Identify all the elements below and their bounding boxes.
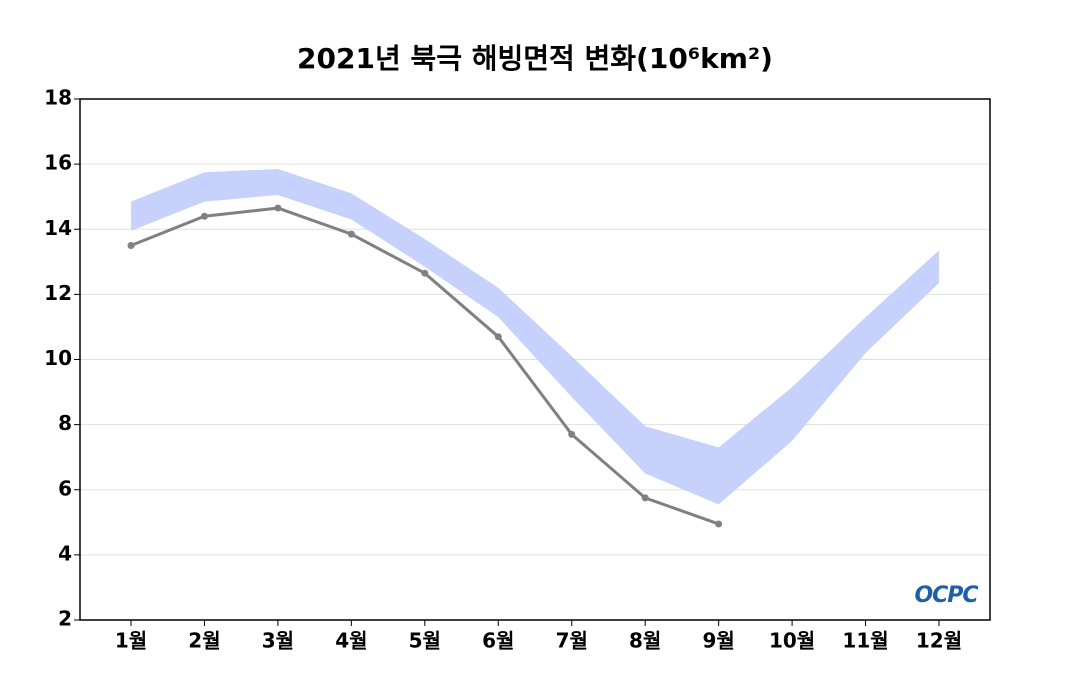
chart-title: 2021년 북극 해빙면적 변화(10⁶km²) — [297, 42, 773, 75]
plot-frame — [79, 98, 991, 621]
y-tick-label: 10 — [44, 346, 72, 370]
point — [274, 204, 282, 212]
point — [641, 494, 649, 502]
y-tick-label: 2 — [58, 607, 72, 631]
x-tick-label: 10월 — [769, 629, 815, 653]
point — [715, 520, 723, 528]
point — [568, 430, 576, 438]
x-tick-label: 8월 — [629, 629, 661, 653]
y-tick-label: 16 — [44, 151, 72, 175]
point — [347, 230, 355, 238]
x-tick-label: 3월 — [262, 629, 294, 653]
y-tick-label: 18 — [44, 86, 72, 110]
y-tick-label: 4 — [58, 541, 72, 565]
x-tick-label: 1월 — [115, 629, 147, 653]
logo: OCPC — [914, 583, 978, 608]
x-tick-label: 5월 — [409, 629, 441, 653]
y-tick-label: 6 — [58, 476, 72, 500]
x-tick-label: 12월 — [916, 629, 962, 653]
y-tick-label: 8 — [58, 411, 72, 435]
x-tick-label: 6월 — [482, 629, 514, 653]
point — [200, 212, 208, 220]
point — [494, 333, 502, 341]
x-tick-label: 7월 — [556, 629, 588, 653]
y-tick-label: 12 — [44, 281, 72, 305]
x-tick-label: 11월 — [842, 629, 888, 653]
point — [421, 269, 429, 277]
point — [127, 242, 135, 250]
x-tick-label: 9월 — [702, 629, 734, 653]
x-tick-label: 4월 — [335, 629, 367, 653]
y-tick-label: 14 — [44, 216, 72, 240]
range-band — [131, 169, 939, 505]
x-tick-label: 2월 — [188, 629, 220, 653]
